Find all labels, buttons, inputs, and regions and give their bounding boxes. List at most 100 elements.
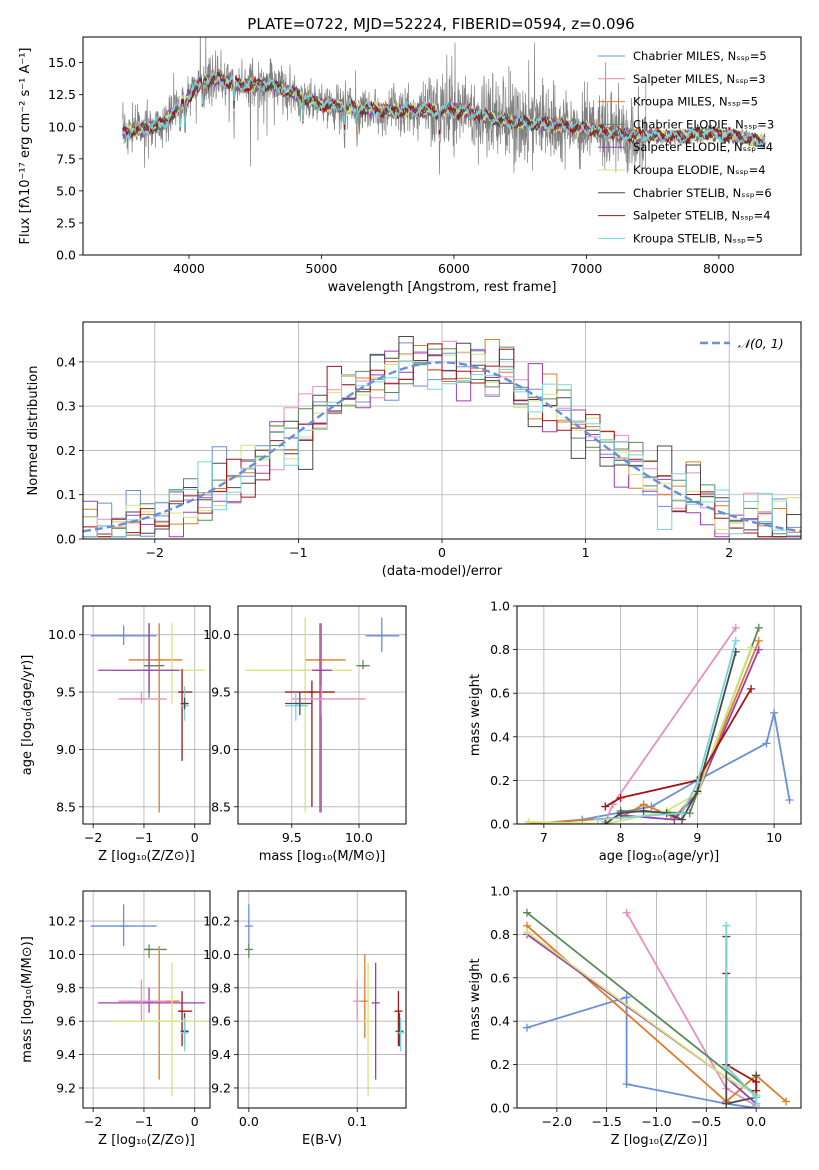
legend-label: Salpeter MILES, Nₛₛₚ=3 [633,72,766,86]
data-point-marker [770,708,779,717]
mass-weight-line [526,933,757,1105]
y-axis-label: mass [log₁₀(M/M⊙)] [20,936,35,1063]
plots-layer: 4000 5000 6000 7000 80000.02.55.07.510.012.5… [18,36,802,1148]
x-tick-label: −1 [135,1114,153,1129]
data-point-marker [522,1023,531,1032]
x-tick-label: 6000 [438,261,470,276]
x-tick-label: 8 [617,830,625,845]
mass-weight-line [528,647,752,824]
panel-weight-vs-Z: −2.0 −1.5 −1.0 −0.5 0.0 0.0 0.2 0.4 0.6 0.8 1.0 Z [… [468,884,802,1148]
y-tick-label: 1.0 [490,884,510,899]
data-point-marker [785,796,794,805]
legend: 𝒩(0, 1) [700,336,784,351]
plot-area [522,908,791,1108]
plot-area [524,623,794,824]
y-tick-label: 9.4 [56,1047,76,1062]
data-point-marker [722,1099,731,1108]
data-point-marker [522,928,531,937]
y-tick-label: 15.0 [48,55,76,70]
legend-label: Kroupa ELODIE, Nₛₛₚ=4 [633,163,766,177]
data-spectrum-line [122,37,647,175]
data-point-marker [752,1099,761,1108]
legend-label: Kroupa MILES, Nₛₛₚ=5 [633,95,758,109]
x-tick-label: −2.0 [542,1114,572,1129]
y-tick-label: 12.5 [48,87,76,102]
legend-label: 𝒩(0, 1) [738,336,784,351]
y-tick-label: 10.0 [203,627,231,642]
x-tick-label: 0.0 [746,1114,766,1129]
y-tick-label: 9.6 [56,1014,76,1029]
panel-residuals: −2 −1 0 1 2 0.0 0.1 0.2 0.3 0.4 (data-model)/error… [26,321,802,579]
mass-weight-line [620,649,760,821]
data-point-marker [754,623,763,632]
y-tick-label: 9.5 [211,685,231,700]
x-tick-label: 10.0 [345,830,373,845]
y-tick-label: 9.4 [211,1047,231,1062]
mass-weight-line [725,973,758,1091]
mass-weight-line [526,911,757,1096]
data-point-marker [722,1062,731,1071]
model-spectrum-line [122,71,766,148]
x-tick-label: 2 [725,545,733,560]
data-point-marker [622,1080,631,1089]
y-axis-label: age [log₁₀(age/yr)] [20,655,35,776]
x-tick-label: −1 [289,545,307,560]
figure-title: PLATE=0722, MJD=52224, FIBERID=0594, z=0… [247,15,634,33]
y-axis-label: Flux [fλ10⁻¹⁷ erg cm⁻² s⁻¹ A⁻¹] [18,48,33,245]
mass-weight-line [604,688,752,808]
axes-frame [82,890,211,1109]
x-tick-label: 9 [693,830,701,845]
x-tick-label: 0.0 [239,1114,259,1129]
x-tick-label: −1.5 [592,1114,622,1129]
y-tick-label: 0.0 [490,817,510,832]
mass-weight-line [725,925,758,1104]
legend-label: Chabrier STELIB, Nₛₛₚ=6 [633,186,772,200]
x-tick-label: 7000 [570,261,602,276]
y-tick-label: 9.6 [211,1014,231,1029]
y-tick-label: 0.6 [490,686,510,701]
y-tick-label: 0.8 [490,927,510,942]
axes-frame [516,605,802,825]
data-point-marker [747,684,756,693]
x-axis-label: wavelength [Angstrom, rest frame] [328,280,557,295]
axes-frame [82,605,211,825]
data-point-marker [639,806,648,815]
y-axis-label: Normed distribution [26,366,41,496]
y-tick-label: 9.0 [56,742,76,757]
y-tick-label: 9.8 [56,980,76,995]
plot-area [244,904,405,1097]
y-tick-label: 0.0 [56,532,76,547]
data-point-marker [616,793,625,802]
y-tick-label: 0.6 [490,970,510,985]
plot-area [90,623,205,813]
y-tick-label: 9.2 [56,1080,76,1095]
x-tick-label: 8000 [703,261,735,276]
y-axis-label: mass weight [468,674,483,756]
legend-label: Chabrier MILES, Nₛₛₚ=5 [633,49,767,63]
y-tick-label: 8.5 [56,799,76,814]
x-axis-label: Z [log₁₀(Z/Z⊙)] [98,1133,195,1148]
data-point-marker [693,778,702,787]
data-point-marker [762,739,771,748]
panel-age-vs-Z: −2 −1 0 8.5 9.0 9.5 10.0 Z [log₁₀(Z/Z⊙)] age [lo… [20,605,211,864]
y-tick-label: 0.3 [56,399,76,414]
y-tick-label: 10.2 [48,914,76,929]
plot-area [90,904,205,1097]
data-point-marker [678,809,687,818]
y-tick-label: 10.0 [48,947,76,962]
y-tick-label: 2.5 [56,215,76,230]
y-tick-label: 10.0 [48,119,76,134]
y-tick-label: 0.4 [490,1014,510,1029]
residual-histogram-line [83,360,801,539]
x-tick-label: −1.0 [641,1114,671,1129]
x-tick-label: −2 [84,1114,102,1129]
x-tick-label: 0 [438,545,446,560]
y-tick-label: 9.2 [211,1080,231,1095]
x-tick-label: 7 [540,830,548,845]
y-tick-label: 0.2 [56,443,76,458]
legend-label: Kroupa STELIB, Nₛₛₚ=5 [633,231,763,245]
plot-area [83,336,801,539]
y-tick-label: 10.0 [48,627,76,642]
data-point-marker [731,636,740,645]
